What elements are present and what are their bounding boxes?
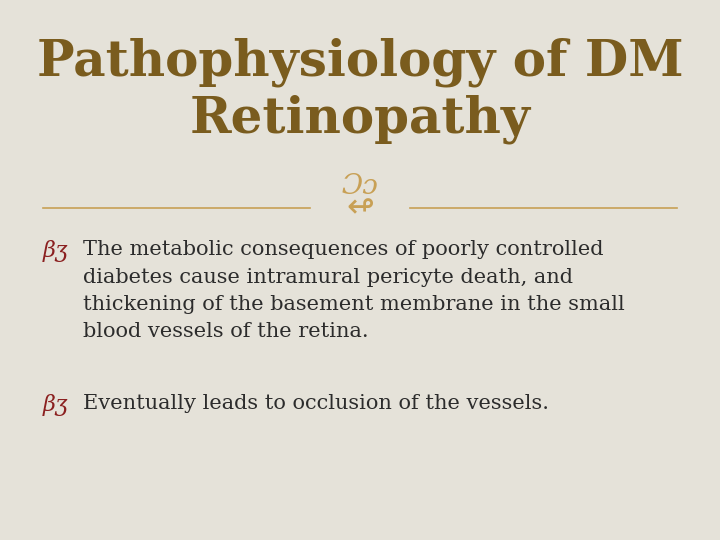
Text: ↫: ↫ <box>346 191 374 225</box>
Text: Pathophysiology of DM
Retinopathy: Pathophysiology of DM Retinopathy <box>37 38 683 144</box>
Text: βʒ: βʒ <box>43 394 68 416</box>
Text: βʒ: βʒ <box>43 240 68 262</box>
Text: The metabolic consequences of poorly controlled
diabetes cause intramural pericy: The metabolic consequences of poorly con… <box>83 240 624 341</box>
Text: Eventually leads to occlusion of the vessels.: Eventually leads to occlusion of the ves… <box>83 394 549 413</box>
Text: Ɔɔ: Ɔɔ <box>341 173 379 200</box>
